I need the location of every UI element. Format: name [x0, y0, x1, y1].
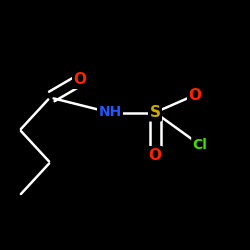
Text: Cl: Cl	[192, 138, 208, 152]
Text: O: O	[74, 72, 86, 88]
Text: O: O	[148, 148, 162, 162]
Text: S: S	[150, 105, 160, 120]
Text: NH: NH	[98, 106, 122, 120]
Text: O: O	[188, 88, 202, 102]
